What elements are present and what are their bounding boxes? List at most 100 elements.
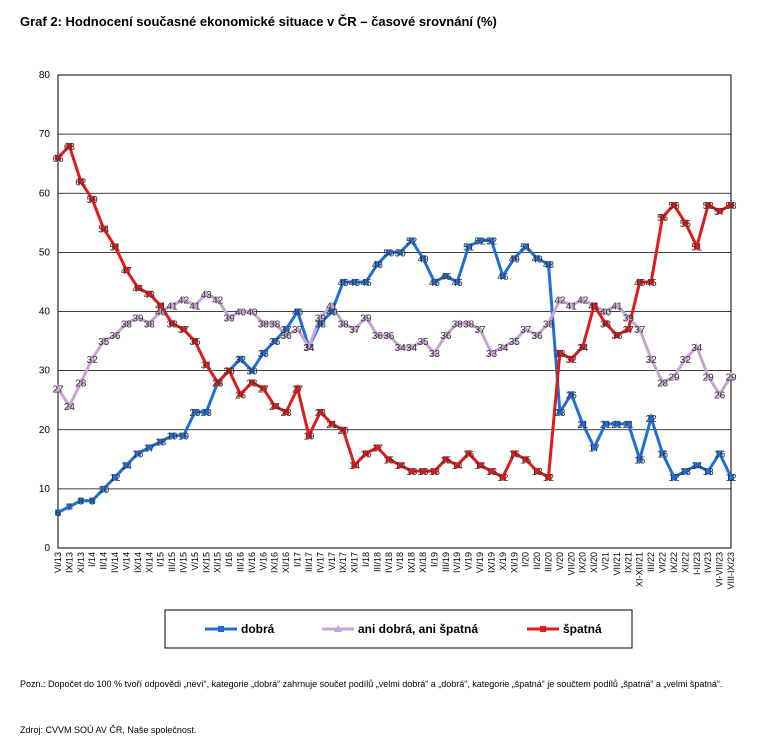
data-label: 39 [132,313,144,324]
data-label: 38 [144,319,156,330]
data-label: 42 [178,296,190,307]
marker [477,462,484,469]
marker [420,468,427,475]
marker [282,331,291,339]
x-tick-label: III/22 [646,552,656,572]
x-tick-label: III/15 [167,552,177,572]
marker [237,355,244,362]
data-label: 38 [269,319,281,330]
data-label: 13 [680,467,692,478]
legend-label: dobrá [241,622,275,636]
x-tick-label: V/19 [464,552,474,571]
marker [374,444,381,451]
marker [704,372,713,380]
data-label: 29 [668,373,680,384]
marker [260,385,267,392]
marker [613,332,620,339]
data-label: 28 [212,378,224,389]
data-label: 37 [281,325,293,336]
data-label: 13 [406,467,418,478]
marker [579,343,586,350]
x-tick-label: III/17 [304,552,314,572]
x-tick-label: III/18 [372,552,382,572]
data-label: 34 [395,343,407,354]
x-tick-label: IV/15 [178,552,188,573]
data-label: 32 [87,355,99,366]
x-tick-label: II/20 [532,552,542,570]
marker [555,295,564,303]
x-tick-label: VI-VII/23 [715,552,725,587]
marker [146,444,153,451]
marker [157,438,164,445]
marker [66,503,73,510]
data-label: 12 [543,473,555,484]
x-tick-label: III/20 [543,552,553,572]
x-tick-label: IX/14 [133,552,143,573]
data-label: 51 [463,242,475,253]
marker [534,468,541,475]
data-label: 42 [554,296,566,307]
data-label: 37 [520,325,532,336]
data-label: 8 [78,497,84,508]
data-label: 32 [566,355,578,366]
data-label: 41 [589,302,601,313]
marker [236,307,245,315]
y-tick-label: 70 [39,129,51,140]
data-label: 37 [292,325,304,336]
marker [169,320,176,327]
data-label: 30 [224,367,236,378]
marker [180,326,187,333]
data-label: 16 [360,449,372,460]
data-label: 34 [691,343,703,354]
marker [134,450,141,457]
marker [498,342,507,350]
x-tick-label: X/19 [498,552,508,571]
marker [122,319,131,327]
data-label: 21 [611,420,623,431]
data-label: 6 [55,509,61,520]
marker [146,290,153,297]
marker [100,485,107,492]
x-tick-label: I/15 [156,552,166,567]
x-tick-label: IX/21 [623,552,633,573]
marker [294,308,301,315]
x-tick-label: XI/13 [76,552,86,573]
x-tick-label: IV/14 [110,552,120,573]
marker [499,474,506,481]
legend-label: ani dobrá, ani špatná [358,622,478,636]
marker [659,450,666,457]
data-label: 41 [326,302,338,313]
data-label: 29 [725,373,737,384]
marker [510,337,519,345]
data-label: 57 [714,207,726,218]
marker [464,319,473,327]
x-tick-label: IX/16 [270,552,280,573]
marker [465,450,472,457]
data-label: 12 [109,473,121,484]
x-tick-label: V/15 [190,552,200,571]
y-tick-label: 60 [39,188,51,199]
data-label: 34 [303,343,315,354]
marker [534,255,541,262]
marker [111,331,120,339]
data-label: 45 [452,278,464,289]
data-label: 40 [155,308,167,319]
data-label: 41 [566,302,578,313]
data-label: 39 [224,313,236,324]
marker [715,390,724,398]
data-label: 40 [292,308,304,319]
marker [133,313,142,321]
data-label: 58 [668,201,680,212]
marker [225,313,234,321]
marker [362,450,369,457]
marker [259,319,268,327]
data-label: 37 [178,325,190,336]
x-tick-label: XI/17 [350,552,360,573]
marker [54,384,62,392]
data-label: 45 [338,278,350,289]
data-label: 16 [714,449,726,460]
data-label: 36 [109,331,121,342]
data-label: 32 [680,355,692,366]
marker [271,338,278,345]
data-label: 12 [497,473,509,484]
